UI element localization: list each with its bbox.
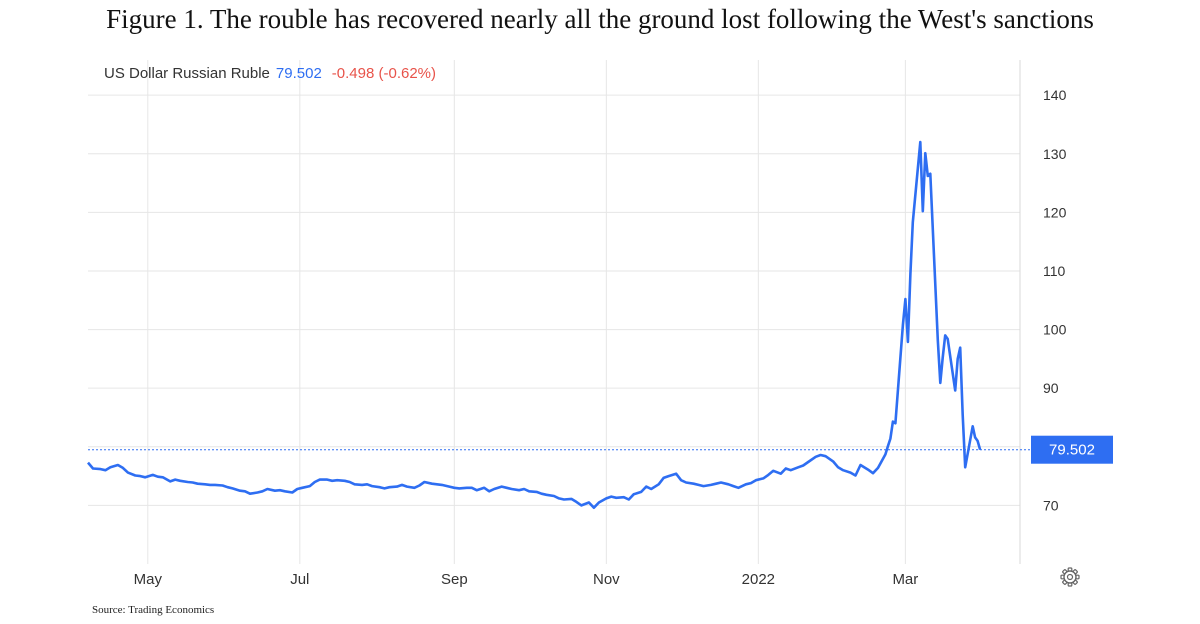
x-tick-label: Mar: [892, 571, 918, 588]
price-change: -0.498 (-0.62%): [332, 65, 436, 82]
gear-icon[interactable]: [1060, 567, 1080, 587]
gear-ring: [1063, 570, 1077, 584]
y-tick-label: 130: [1043, 146, 1067, 162]
y-tick-label: 90: [1043, 380, 1059, 396]
gear-hole: [1066, 573, 1074, 581]
x-axis-labels: May Jul Sep Nov 2022 Mar: [134, 571, 919, 588]
x-tick-label: 2022: [742, 571, 775, 588]
x-tick-label: Jul: [290, 571, 309, 588]
last-value-badge-background: [1031, 435, 1113, 464]
gridlines: [88, 60, 1021, 564]
y-tick-label: 70: [1043, 497, 1059, 513]
y-tick-label: 140: [1043, 87, 1067, 103]
last-value-badge: 79.502: [1031, 435, 1113, 464]
series-line: [87, 140, 982, 509]
last-value-badge-label: 79.502: [1049, 442, 1095, 459]
y-tick-label: 100: [1043, 322, 1067, 338]
x-tick-label: Sep: [441, 571, 468, 588]
y-tick-label: 110: [1043, 263, 1066, 279]
x-tick-label: May: [134, 571, 163, 588]
instrument-name: US Dollar Russian Ruble: [104, 65, 270, 82]
y-tick-label: 120: [1043, 204, 1067, 220]
x-tick-label: Nov: [593, 571, 620, 588]
y-axis-labels: 70 90 100 110 120 130 140: [1043, 87, 1067, 513]
chart-header: US Dollar Russian Ruble 79.502 -0.498 (-0.…: [104, 65, 436, 82]
price-value: 79.502: [276, 65, 322, 82]
source-note: Source: Trading Economics: [92, 604, 215, 616]
figure-title: Figure 1. The rouble has recovered nearl…: [106, 4, 1094, 34]
